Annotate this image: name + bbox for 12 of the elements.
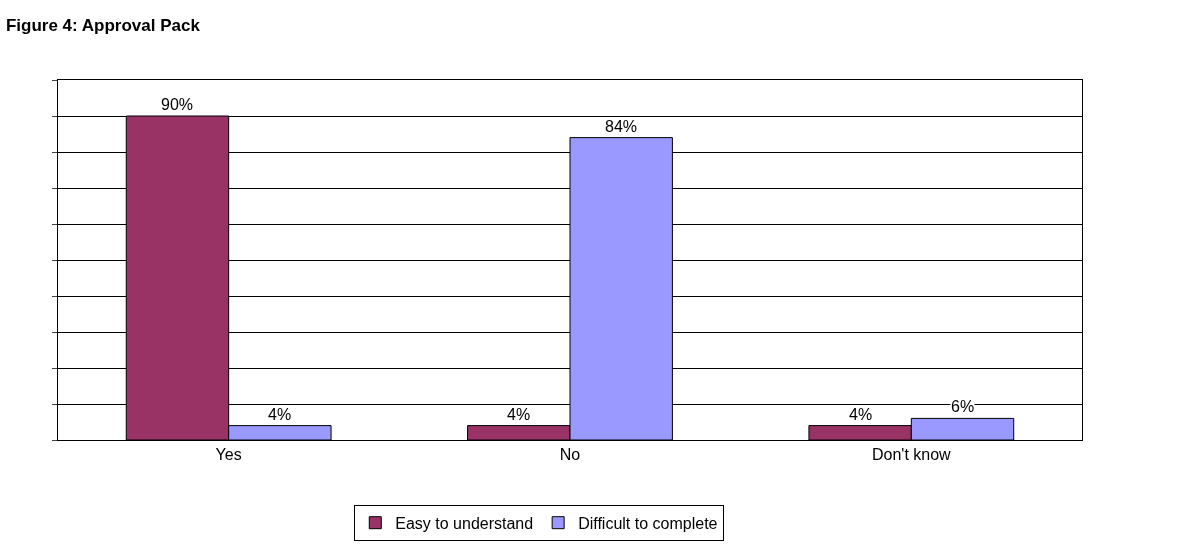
data-label: 6% bbox=[951, 398, 975, 415]
x-tick-label: No bbox=[559, 446, 581, 464]
legend-label: Easy to understand bbox=[395, 514, 534, 532]
legend-label: Difficult to complete bbox=[578, 514, 718, 532]
data-label: 4% bbox=[507, 406, 531, 423]
data-label: 4% bbox=[849, 406, 873, 423]
x-tick-label: Yes bbox=[215, 446, 242, 464]
data-label: 90% bbox=[161, 96, 194, 113]
x-tick-label: Don't know bbox=[872, 446, 952, 464]
data-label: 4% bbox=[268, 406, 292, 423]
chart-title: Figure 4: Approval Pack bbox=[5, 16, 201, 36]
data-label: 84% bbox=[605, 118, 638, 135]
